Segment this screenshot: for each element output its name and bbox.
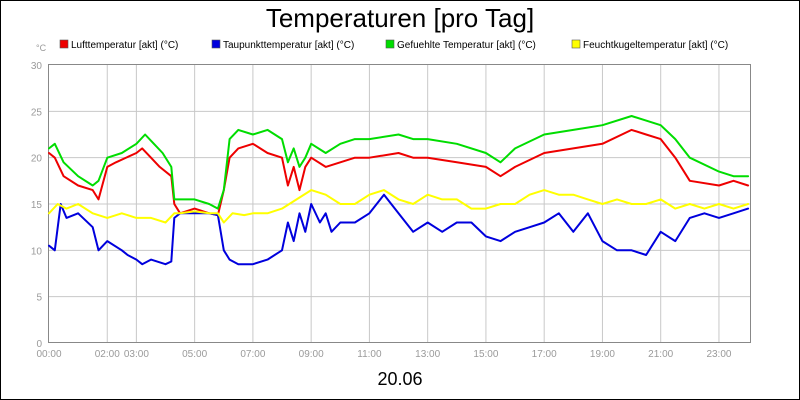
series-line-0 [48,128,750,217]
x-tick-label: 05:00 [182,349,207,360]
legend-swatch-2 [385,39,395,49]
legend: Lufttemperatur [akt] (°C) Taupunkttempera… [59,39,728,51]
legend-label-1: Taupunkttemperatur [akt] (°C) [223,40,354,51]
y-tick-label: 25 [31,107,43,118]
date-label: 20.06 [377,369,422,389]
x-tick-label: 09:00 [299,349,324,360]
legend-swatch-3 [571,39,581,49]
y-axis-ticks: 0 5 10 15 20 25 30 [31,61,43,350]
x-tick-label: 23:00 [706,349,731,360]
legend-label-2: Gefuehlte Temperatur [akt] (°C) [397,40,536,51]
plot-area [48,64,751,343]
y-tick-label: 20 [31,154,43,165]
x-tick-label: 07:00 [240,349,265,360]
series-line-3 [48,189,750,224]
x-axis-ticks: 00:00 02:00 03:00 05:00 07:00 09:00 11:00 13:00… [36,349,731,360]
legend-swatch-1 [211,39,221,49]
x-tick-label: 02:00 [95,349,120,360]
x-tick-label: 19:00 [590,349,615,360]
series-lines [48,115,750,266]
chart-title: Temperaturen [pro Tag] [266,3,534,33]
series-line-1 [48,193,750,266]
y-tick-label: 5 [36,293,42,304]
series-line-2 [48,115,750,210]
legend-label-3: Feuchtkugeltemperatur [akt] (°C) [583,40,728,51]
x-tick-label: 11:00 [357,349,382,360]
legend-label-0: Lufttemperatur [akt] (°C) [71,40,178,51]
y-tick-label: 0 [36,339,42,350]
x-tick-label: 03:00 [124,349,149,360]
x-tick-label: 21:00 [648,349,673,360]
x-tick-label: 17:00 [532,349,557,360]
legend-swatch-0 [59,39,69,49]
y-tick-label: 15 [31,200,43,211]
x-tick-label: 15:00 [473,349,498,360]
y-axis-unit: °C [36,43,47,53]
x-tick-label: 13:00 [415,349,440,360]
y-tick-label: 30 [31,61,43,72]
x-tick-label: 00:00 [36,349,61,360]
y-tick-label: 10 [31,246,43,257]
